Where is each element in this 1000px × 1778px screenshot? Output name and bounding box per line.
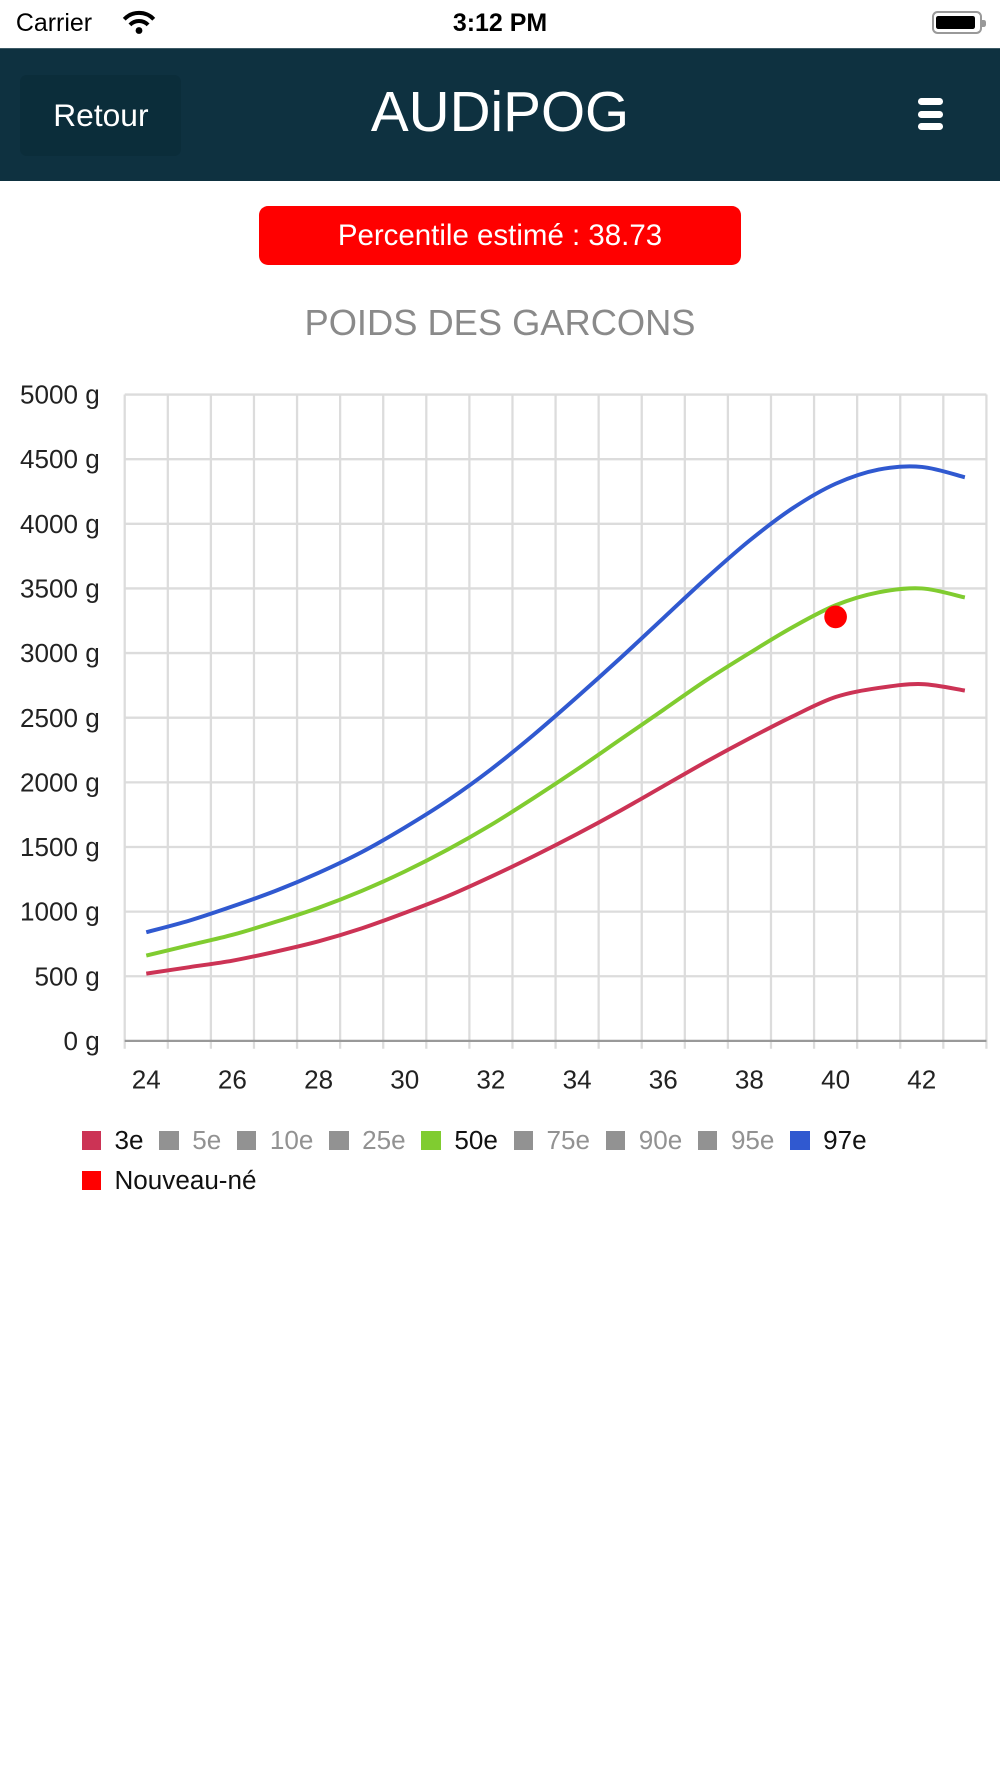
legend-label: 95e [730,1124,775,1155]
y-tick-label: 4500 g [20,444,100,474]
y-tick-label: 1500 g [20,832,100,862]
y-tick-label: 3500 g [20,574,100,604]
y-tick-label: 0 g [64,1026,100,1056]
legend-label: 5e [192,1124,222,1155]
legend-item-50e[interactable]: 50e [421,1124,498,1156]
x-tick-label: 30 [390,1064,419,1094]
app-title: AUDiPOG [370,81,630,145]
growth-chart: 0 g 500 g 1000 g 1500 g 2000 g 2500 g 3000 g 35… [20,380,988,1094]
y-tick-label: 3000 g [20,638,100,668]
legend-item-5e[interactable]: 5e [159,1125,221,1156]
battery-icon [931,11,986,34]
wifi-icon [122,9,156,43]
back-button[interactable]: Retour [20,74,182,157]
legend-label: 10e [269,1124,314,1155]
y-tick-label: 1000 g [20,897,100,927]
series-line-3e [145,682,966,976]
x-tick-label: 34 [563,1064,592,1094]
y-tick-label: 5000 g [20,380,100,410]
legend-item-75e[interactable]: 75e [513,1124,591,1156]
legend-label: 75e [546,1124,591,1155]
legend-swatch [790,1130,810,1150]
legend-label: 90e [638,1124,683,1155]
legend-label: 50e [454,1124,498,1155]
legend-swatch [159,1130,179,1150]
x-tick-label: 38 [735,1064,764,1094]
data-point-nouveau-ne [824,605,847,629]
legend-swatch [237,1130,257,1150]
percentile-badge: Percentile estimé : 38.73 [258,206,742,266]
chart-title: POIDS DES GARCONS [304,301,696,343]
legend-label: Nouveau-né [114,1164,257,1195]
legend-item-25e[interactable]: 25e [329,1124,406,1156]
y-tick-label: 500 g [35,961,100,991]
legend-swatch [421,1130,441,1150]
legend-item-3e[interactable]: 3e [81,1124,144,1156]
legend-item-Nouveau-né[interactable]: Nouveau-né [81,1164,257,1196]
clock: 3:12 PM [452,9,548,38]
chart-legend: 3e 5e 10e 25e 50e 75e 90e 95e 97e Nouveau-né [81,1124,966,1205]
x-tick-label: 40 [821,1064,850,1094]
x-tick-label: 32 [476,1064,505,1094]
legend-label: 3e [114,1124,144,1155]
y-tick-label: 4000 g [20,509,100,539]
legend-swatch [513,1130,533,1150]
x-tick-label: 24 [132,1064,161,1094]
y-tick-label: 2000 g [20,767,100,797]
series-line-97e [145,464,966,935]
x-tick-label: 28 [304,1064,333,1094]
legend-swatch [81,1170,101,1190]
y-tick-label: 2500 g [20,703,100,733]
legend-label: 25e [362,1124,406,1155]
legend-swatch [329,1130,349,1150]
x-tick-label: 36 [649,1064,678,1094]
carrier-label: Carrier [15,9,93,38]
legend-item-90e[interactable]: 90e [605,1124,683,1156]
menu-icon[interactable] [918,98,944,135]
x-tick-label: 42 [907,1064,936,1094]
x-tick-label: 26 [218,1064,247,1094]
legend-swatch [698,1130,718,1150]
legend-item-97e[interactable]: 97e [790,1124,867,1156]
status-bar: Carrier 3:12 PM [0,0,1000,48]
legend-item-10e[interactable]: 10e [237,1125,313,1156]
nav-header: Retour AUDiPOG [0,47,1000,182]
legend-swatch [81,1130,101,1150]
legend-item-95e[interactable]: 95e [698,1125,774,1156]
legend-label: 97e [823,1124,867,1155]
legend-swatch [605,1130,626,1150]
